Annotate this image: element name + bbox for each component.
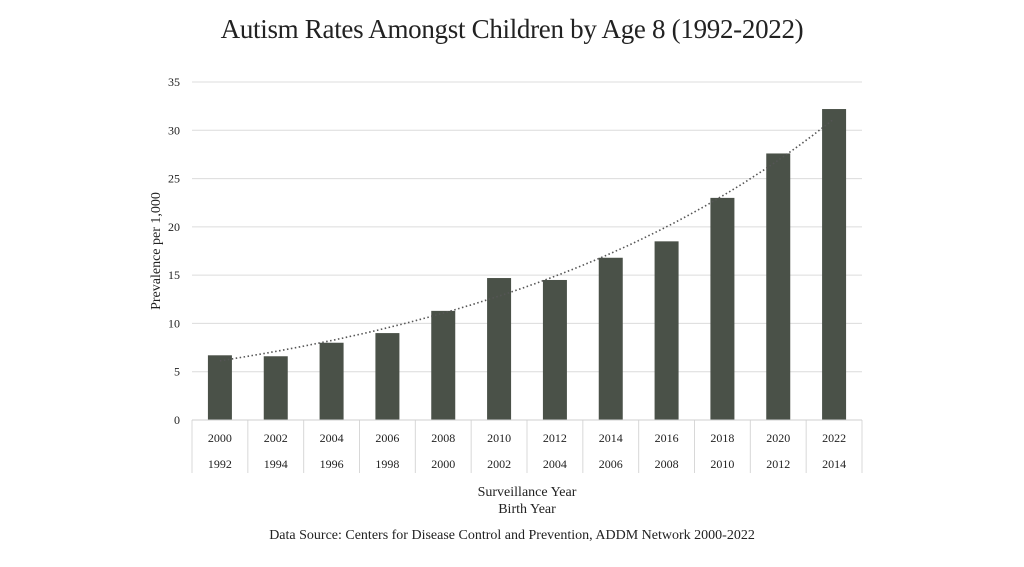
- x-tick-label-secondary: 2004: [543, 457, 567, 471]
- x-tick-label-secondary: 2012: [766, 457, 790, 471]
- x-tick-label-secondary: 1994: [264, 457, 288, 471]
- x-axis-label-birth: Birth Year: [498, 502, 556, 517]
- bar-2010: [487, 278, 512, 420]
- bar-2014: [598, 257, 623, 420]
- chart-title: Autism Rates Amongst Children by Age 8 (…: [220, 14, 804, 44]
- y-tick-label: 35: [168, 75, 180, 89]
- bar-2004: [319, 342, 344, 420]
- x-axis-table: 2000 1992 2002 1994 2004 1996 2006 1998 2008 2000…: [191, 419, 863, 473]
- x-tick-label-secondary: 2010: [710, 457, 734, 471]
- x-tick-label-secondary: 1996: [320, 457, 344, 471]
- y-tick-label: 20: [168, 220, 180, 234]
- y-tick-label: 15: [168, 268, 180, 282]
- bar-2002: [263, 356, 288, 420]
- x-tick-label: 2020: [766, 431, 790, 445]
- bar-2008: [431, 310, 456, 420]
- bar-2018: [710, 197, 735, 420]
- y-tick-label: 5: [174, 365, 180, 379]
- x-tick-label-secondary: 2014: [822, 457, 846, 471]
- x-tick-label: 2006: [375, 431, 399, 445]
- bar-2000: [207, 355, 232, 420]
- bar-2006: [375, 333, 400, 420]
- y-tick-label: 25: [168, 172, 180, 186]
- bar-2022: [822, 109, 847, 420]
- x-tick-label-secondary: 2008: [655, 457, 679, 471]
- y-tick-label: 10: [168, 316, 180, 330]
- x-tick-label: 2016: [655, 431, 679, 445]
- trendline: [219, 118, 835, 362]
- x-tick-label-secondary: 2000: [431, 457, 455, 471]
- x-tick-label-secondary: 1992: [208, 457, 232, 471]
- x-tick-label: 2018: [710, 431, 734, 445]
- x-tick-label: 2022: [822, 431, 846, 445]
- data-source-note: Data Source: Centers for Disease Control…: [269, 528, 755, 543]
- y-tick-label: 30: [168, 123, 180, 137]
- x-tick-label: 2010: [487, 431, 511, 445]
- bars: [207, 109, 847, 420]
- y-axis-label: Prevalence per 1,000: [149, 192, 164, 310]
- y-axis-ticks: 0 5 10 15 20 25 30 35: [168, 75, 180, 427]
- bar-2012: [542, 279, 567, 420]
- bar-2016: [654, 241, 679, 420]
- x-tick-label: 2014: [599, 431, 623, 445]
- x-tick-label-secondary: 2006: [599, 457, 623, 471]
- bar-2020: [766, 153, 791, 420]
- x-tick-label: 2008: [431, 431, 455, 445]
- x-tick-label: 2000: [208, 431, 232, 445]
- x-tick-label-secondary: 2002: [487, 457, 511, 471]
- y-tick-label: 0: [174, 413, 180, 427]
- x-tick-label: 2002: [264, 431, 288, 445]
- x-tick-label: 2012: [543, 431, 567, 445]
- x-axis-label-surveillance: Surveillance Year: [478, 485, 577, 500]
- x-tick-label-secondary: 1998: [375, 457, 399, 471]
- gridlines: [192, 81, 862, 421]
- x-tick-label: 2004: [320, 431, 344, 445]
